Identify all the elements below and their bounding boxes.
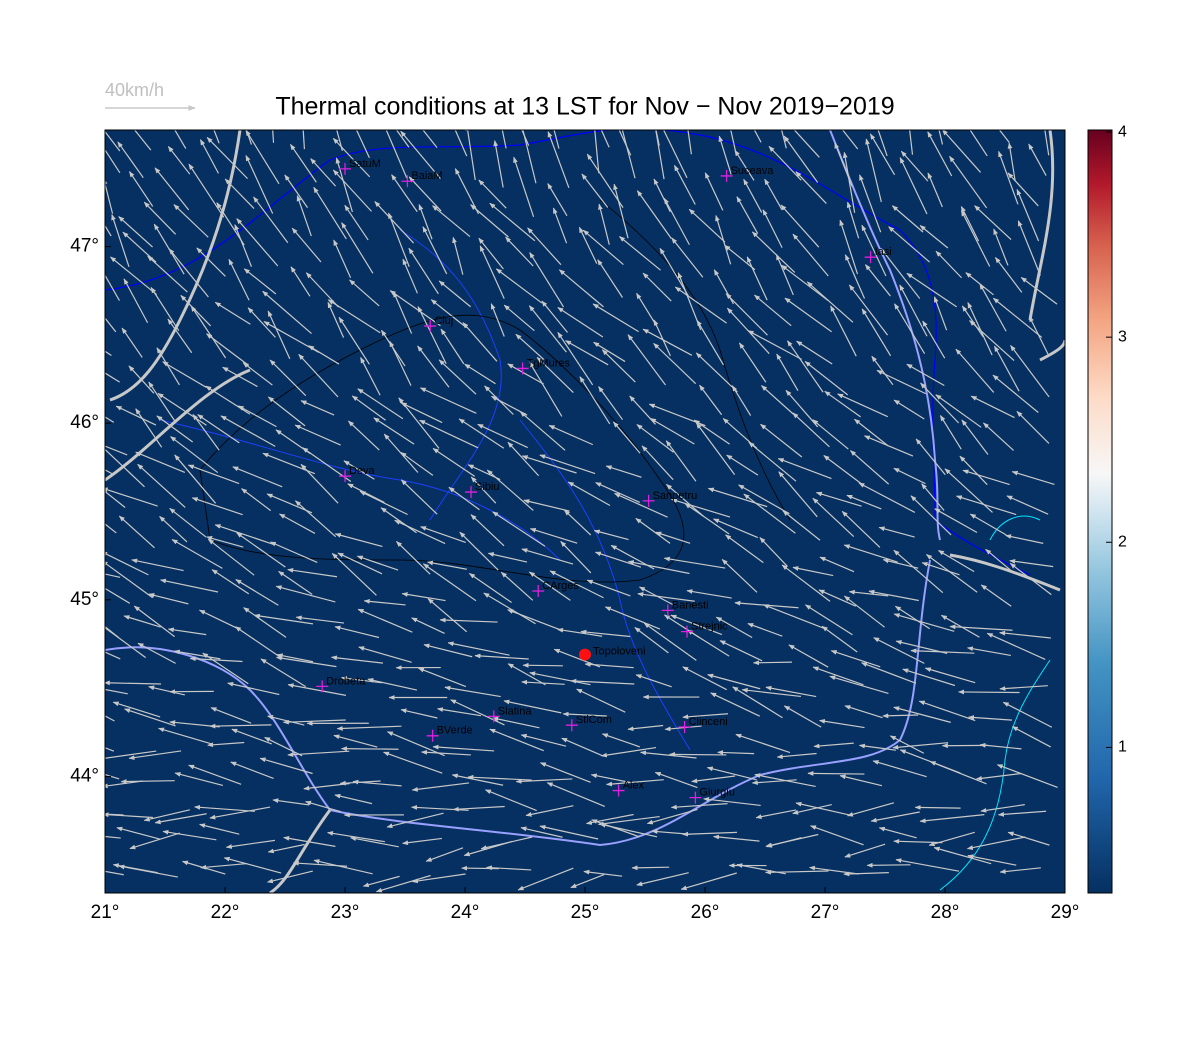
station-label: StlCom	[576, 714, 612, 726]
station-label: Strejnic	[691, 621, 728, 633]
wind-arrow	[342, 749, 399, 750]
x-tick-label: 24°	[451, 902, 480, 923]
x-tick-label: 26°	[691, 902, 720, 923]
station-label: Suceava	[731, 165, 775, 177]
station-label: Deva	[349, 465, 376, 477]
station-label: CArges	[542, 580, 579, 592]
scale-arrow-label: 40km/h	[105, 80, 164, 100]
wind-arrow	[523, 665, 563, 666]
x-tick-label: 23°	[331, 902, 360, 923]
station-label: BaiaM	[411, 170, 442, 182]
wind-arrow	[754, 662, 792, 663]
y-tick-label: 45°	[70, 589, 99, 610]
y-tick-label: 47°	[70, 236, 99, 257]
wind-arrow	[959, 692, 1020, 693]
station-label: SatuM	[349, 158, 381, 170]
colorbar-tick-label: 3	[1118, 328, 1127, 345]
station-label: Sanpetru	[653, 490, 698, 502]
y-tick-label: 46°	[70, 412, 99, 433]
wind-arrow	[915, 807, 960, 808]
colorbar	[1088, 130, 1112, 893]
station-label: Sibiu	[475, 481, 499, 493]
colorbar-tick-label: 1	[1118, 739, 1127, 756]
wind-arrow	[808, 773, 864, 774]
station-label: Alex	[623, 779, 645, 791]
x-tick-label: 21°	[91, 902, 120, 923]
station-label: Banesti	[672, 599, 709, 611]
site-marker	[579, 649, 591, 661]
x-tick-label: 25°	[571, 902, 600, 923]
colorbar-tick-label: 2	[1118, 533, 1127, 550]
wind-arrow	[632, 867, 669, 868]
station-label: Giurgiu	[699, 787, 734, 799]
site-label: Topoloveni	[593, 645, 646, 657]
title: Thermal conditions at 13 LST for Nov − N…	[275, 93, 894, 121]
wind-arrow	[670, 754, 727, 755]
station-label: Slatina	[498, 705, 533, 717]
station-label: Iasi	[875, 246, 892, 258]
y-tick-label: 44°	[70, 765, 99, 786]
station-label: Cluj	[434, 315, 453, 327]
station-label: TgMures	[527, 357, 571, 369]
station-label: Drobeta	[326, 675, 366, 687]
wind-arrow	[867, 865, 910, 866]
station-label: Clinceni	[689, 716, 728, 728]
x-tick-label: 29°	[1051, 902, 1080, 923]
x-tick-label: 27°	[811, 902, 840, 923]
colorbar-tick-label: 4	[1118, 123, 1127, 140]
x-tick-label: 22°	[211, 902, 240, 923]
x-tick-label: 28°	[931, 902, 960, 923]
station-label: BVerde	[437, 725, 473, 737]
